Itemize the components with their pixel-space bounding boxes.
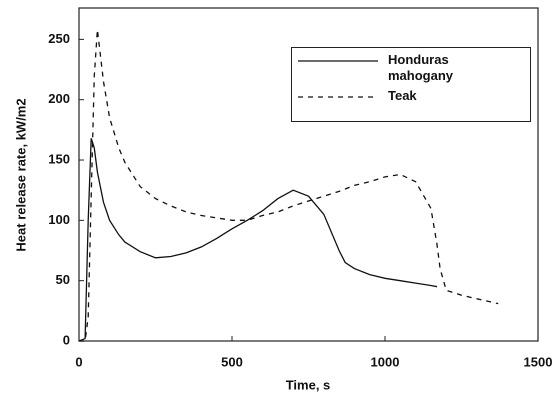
x-tick-label: 0 — [75, 354, 82, 369]
y-axis-label: Heat release rate, kW/m2 — [13, 98, 28, 251]
x-tick-label: 500 — [221, 354, 243, 369]
legend-label: Teak — [388, 88, 417, 103]
legend: Honduras mahogany Teak — [291, 47, 531, 122]
x-tick-label: 1000 — [371, 354, 400, 369]
y-tick-label: 0 — [63, 332, 70, 347]
y-tick-label: 150 — [48, 151, 70, 166]
y-tick-label: 50 — [56, 272, 70, 287]
legend-swatch — [298, 60, 378, 62]
y-tick-label: 200 — [48, 91, 70, 106]
y-tick-label: 250 — [48, 31, 70, 46]
y-tick-label: 100 — [48, 212, 70, 227]
plot-frame — [78, 7, 539, 342]
x-axis-label: Time, s — [286, 377, 331, 392]
legend-entry: Honduras mahogany — [292, 48, 530, 84]
legend-label: Honduras mahogany — [388, 52, 454, 83]
series-line — [79, 29, 499, 342]
series-line — [78, 138, 438, 342]
x-tick-label: 1500 — [524, 354, 553, 369]
legend-entry: Teak — [292, 84, 530, 120]
legend-swatch — [298, 96, 378, 98]
